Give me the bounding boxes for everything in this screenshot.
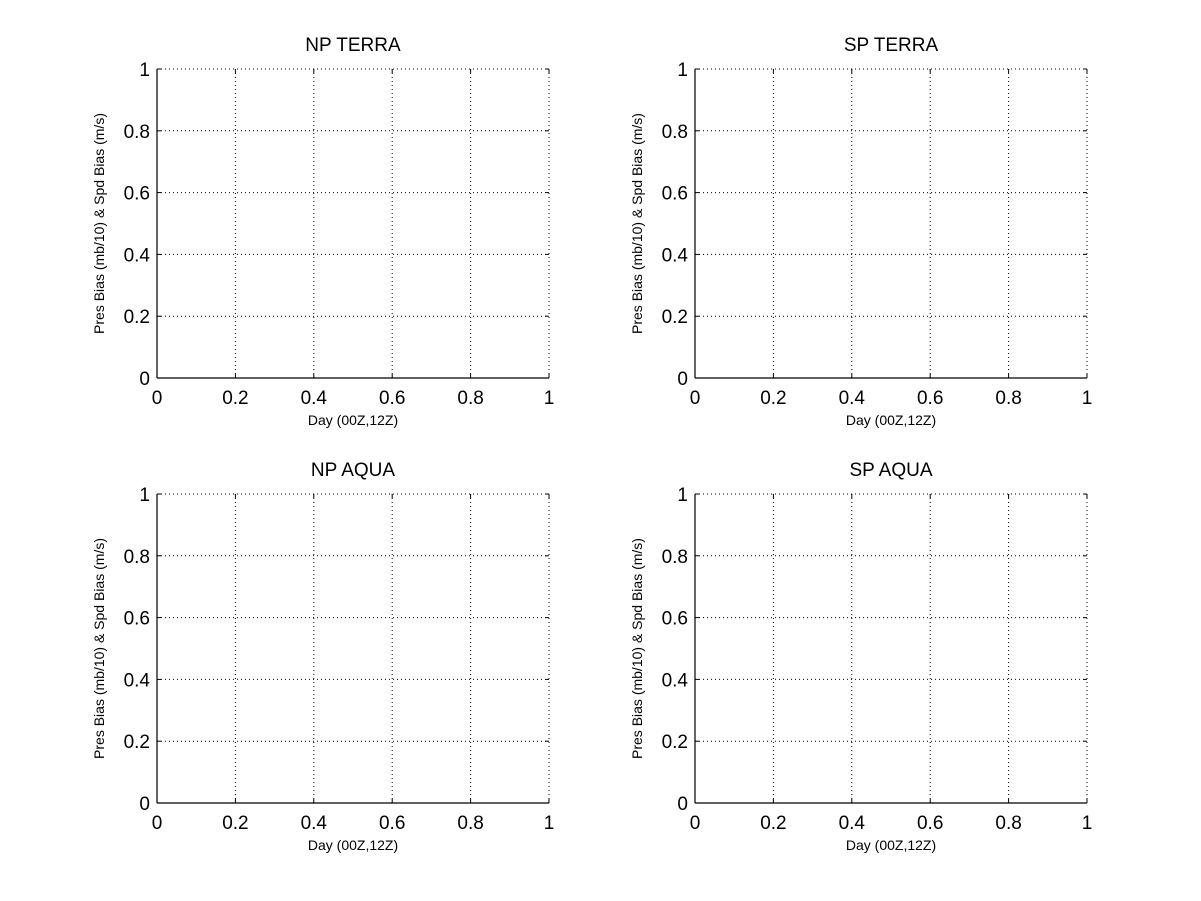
y-axis-label: Pres Bias (mb/10) & Spd Bias (m/s): [91, 113, 107, 334]
chart-title: NP TERRA: [305, 35, 401, 56]
x-tick-label: 0.8: [457, 813, 483, 834]
y-tick-label: 0.2: [662, 732, 688, 753]
x-tick-label: 0: [152, 813, 163, 834]
x-tick-label: 1: [544, 813, 555, 834]
y-tick-label: 1: [677, 485, 688, 506]
y-tick-label: 1: [139, 485, 150, 506]
plot-area: [695, 494, 1087, 803]
subplot-grid: 0 0.2 0.4 0.6 0.8 1 0 0.2 0.4 0.6 0.8 1 NP TERRA Day …: [91, 35, 1092, 853]
y-tick-label: 0.4: [124, 670, 151, 691]
y-tick-label: 0.2: [662, 307, 688, 328]
y-tick-label: 0.6: [124, 184, 150, 205]
x-tick-label: 0.2: [760, 813, 786, 834]
x-axis-label: Day (00Z,12Z): [308, 837, 398, 853]
x-tick-label: 0.8: [995, 813, 1021, 834]
subplot-sp-terra: 0 0.2 0.4 0.6 0.8 1 0 0.2 0.4 0.6 0.8 1 SP TERRA Day …: [629, 35, 1092, 428]
y-tick-label: 0: [677, 369, 688, 390]
x-tick-label: 0.6: [917, 813, 943, 834]
x-tick-label: 0.4: [301, 813, 328, 834]
y-tick-label: 1: [677, 60, 688, 81]
y-tick-label: 0.4: [662, 670, 689, 691]
plot-area: [157, 494, 549, 803]
subplot-sp-aqua: 0 0.2 0.4 0.6 0.8 1 0 0.2 0.4 0.6 0.8 1 SP AQUA Day (…: [629, 460, 1092, 853]
x-axis-label: Day (00Z,12Z): [308, 412, 398, 428]
y-tick-label: 0.6: [662, 609, 688, 630]
x-tick-label: 0: [690, 813, 701, 834]
plot-area: [157, 69, 549, 378]
x-tick-label: 0.6: [917, 388, 943, 409]
y-tick-label: 0.8: [662, 547, 688, 568]
subplot-np-terra: 0 0.2 0.4 0.6 0.8 1 0 0.2 0.4 0.6 0.8 1 NP TERRA Day …: [91, 35, 554, 428]
y-tick-label: 0: [139, 369, 150, 390]
y-tick-label: 0: [139, 794, 150, 815]
x-tick-label: 0.2: [222, 813, 248, 834]
x-axis-label: Day (00Z,12Z): [846, 837, 936, 853]
y-tick-label: 0: [677, 794, 688, 815]
x-tick-label: 0.2: [222, 388, 248, 409]
y-axis-label: Pres Bias (mb/10) & Spd Bias (m/s): [629, 113, 645, 334]
chart-title: SP AQUA: [849, 460, 932, 481]
y-tick-label: 0.2: [124, 307, 150, 328]
y-tick-label: 0.6: [124, 609, 150, 630]
x-tick-label: 0.6: [379, 813, 405, 834]
y-axis-label: Pres Bias (mb/10) & Spd Bias (m/s): [91, 538, 107, 759]
x-tick-label: 1: [1082, 388, 1093, 409]
x-tick-label: 0.4: [301, 388, 328, 409]
x-tick-label: 0.6: [379, 388, 405, 409]
subplot-np-aqua: 0 0.2 0.4 0.6 0.8 1 0 0.2 0.4 0.6 0.8 1 NP AQUA Day (…: [91, 460, 554, 853]
y-tick-label: 0.2: [124, 732, 150, 753]
x-tick-label: 0.2: [760, 388, 786, 409]
y-tick-label: 0.8: [662, 122, 688, 143]
x-tick-label: 1: [544, 388, 555, 409]
x-tick-label: 0.4: [839, 388, 866, 409]
x-tick-label: 0.8: [995, 388, 1021, 409]
y-tick-label: 0.8: [124, 122, 150, 143]
x-tick-label: 0.8: [457, 388, 483, 409]
plot-area: [695, 69, 1087, 378]
y-tick-label: 1: [139, 60, 150, 81]
y-tick-label: 0.6: [662, 184, 688, 205]
y-tick-label: 0.4: [662, 245, 689, 266]
x-axis-label: Day (00Z,12Z): [846, 412, 936, 428]
y-tick-label: 0.8: [124, 547, 150, 568]
x-tick-label: 0: [690, 388, 701, 409]
x-tick-label: 0: [152, 388, 163, 409]
chart-title: SP TERRA: [844, 35, 939, 56]
chart-title: NP AQUA: [311, 460, 395, 481]
y-tick-label: 0.4: [124, 245, 151, 266]
x-tick-label: 1: [1082, 813, 1093, 834]
x-tick-label: 0.4: [839, 813, 866, 834]
y-axis-label: Pres Bias (mb/10) & Spd Bias (m/s): [629, 538, 645, 759]
